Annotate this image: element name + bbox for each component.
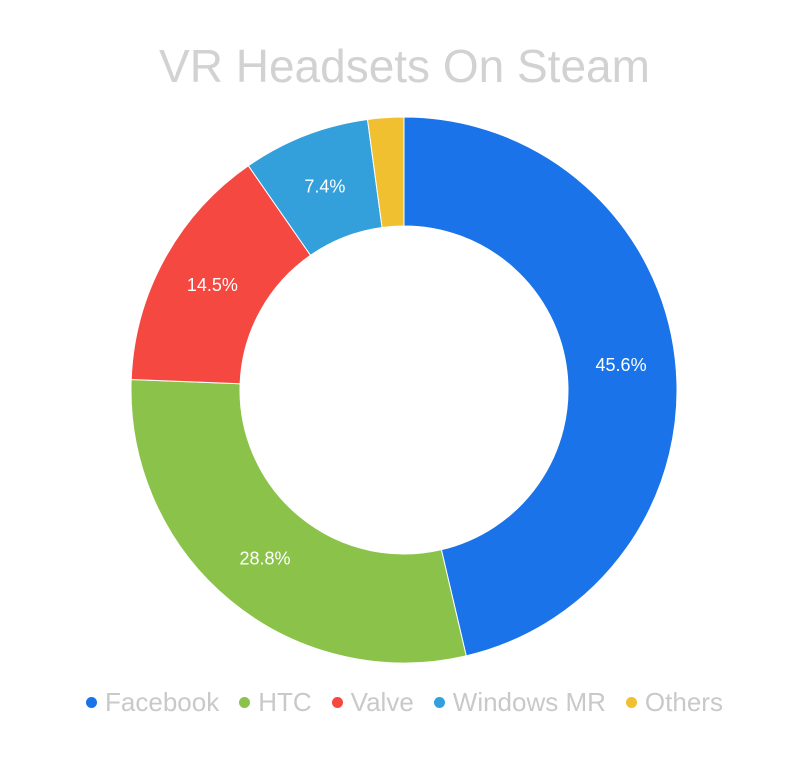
slice-htc[interactable] [130,379,467,664]
legend-label-valve: Valve [350,687,414,717]
legend-marker-others [625,697,637,708]
legend-label-facebook: Facebook [105,687,220,717]
chart-legend: Facebook HTC Valve Windows MR Others [0,687,809,718]
legend-item-valve[interactable]: Valve [331,687,414,718]
legend-item-windows-mr[interactable]: Windows MR [433,687,606,718]
data-label-facebook: 45.6% [596,355,647,375]
slices-layer [130,116,678,664]
chart-title: VR Headsets On Steam [159,40,650,92]
legend-label-htc: HTC [258,687,312,717]
legend-label-windows-mr: Windows MR [452,687,606,717]
data-label-valve: 14.5% [187,275,238,295]
data-label-htc: 28.8% [239,549,290,569]
data-labels-layer: 45.6% 28.8% 14.5% 7.4% [187,176,647,568]
legend-marker-valve [331,697,343,708]
slice-facebook[interactable] [403,116,678,657]
slice-others[interactable] [366,116,405,229]
data-label-windows-mr: 7.4% [304,176,345,196]
legend-marker-htc [239,697,251,708]
legend-item-facebook[interactable]: Facebook [86,687,219,718]
legend-marker-facebook [86,697,98,708]
legend-item-htc[interactable]: HTC [239,687,312,718]
legend-label-others: Others [644,687,723,717]
legend-item-others[interactable]: Others [625,687,723,718]
legend-marker-windows-mr [433,697,445,708]
